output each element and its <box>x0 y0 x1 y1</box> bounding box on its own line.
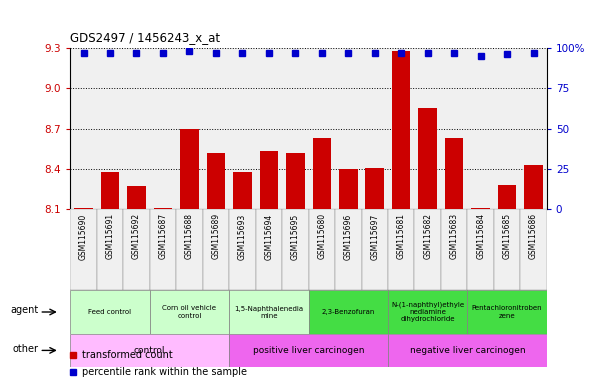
Bar <box>313 138 331 209</box>
Bar <box>524 165 543 209</box>
Text: 1,5-Naphthalenedia
mine: 1,5-Naphthalenedia mine <box>234 306 304 318</box>
Bar <box>70 290 150 334</box>
Bar <box>498 185 516 209</box>
Bar <box>472 208 490 209</box>
Text: GSM115681: GSM115681 <box>397 214 406 259</box>
Text: control: control <box>134 346 166 355</box>
Bar <box>414 209 441 290</box>
Bar <box>521 209 547 290</box>
Text: Pentachloronitroben
zene: Pentachloronitroben zene <box>472 306 543 318</box>
Text: GSM115689: GSM115689 <box>211 214 221 260</box>
Text: GSM115695: GSM115695 <box>291 214 300 260</box>
Text: transformed count: transformed count <box>82 350 173 360</box>
Bar <box>150 209 176 290</box>
Bar <box>154 208 172 209</box>
Bar <box>335 209 362 290</box>
Bar <box>392 51 411 209</box>
Text: GSM115686: GSM115686 <box>529 214 538 260</box>
Bar <box>123 209 150 290</box>
Bar <box>388 209 414 290</box>
Text: GSM115683: GSM115683 <box>450 214 459 260</box>
Text: GSM115690: GSM115690 <box>79 214 88 260</box>
Text: GSM115685: GSM115685 <box>503 214 511 260</box>
Text: agent: agent <box>10 305 38 315</box>
Bar <box>339 169 357 209</box>
Bar <box>445 138 463 209</box>
Bar <box>388 334 547 367</box>
Text: GSM115682: GSM115682 <box>423 214 432 259</box>
Text: percentile rank within the sample: percentile rank within the sample <box>82 366 247 377</box>
Text: other: other <box>13 344 38 354</box>
Text: GSM115684: GSM115684 <box>476 214 485 260</box>
Text: GSM115693: GSM115693 <box>238 214 247 260</box>
Text: GSM115688: GSM115688 <box>185 214 194 259</box>
Text: GSM115694: GSM115694 <box>265 214 273 260</box>
Bar <box>229 290 309 334</box>
Bar <box>362 209 388 290</box>
Text: GSM115687: GSM115687 <box>158 214 167 260</box>
Bar <box>176 209 203 290</box>
Bar <box>229 209 255 290</box>
Bar <box>207 153 225 209</box>
Bar <box>494 209 521 290</box>
Bar <box>467 209 494 290</box>
Bar <box>97 209 123 290</box>
Text: positive liver carcinogen: positive liver carcinogen <box>253 346 364 355</box>
Bar <box>309 209 335 290</box>
Bar <box>419 109 437 209</box>
Text: Corn oil vehicle
control: Corn oil vehicle control <box>163 306 216 318</box>
Bar <box>70 209 97 290</box>
Bar <box>180 129 199 209</box>
Text: Feed control: Feed control <box>89 309 131 315</box>
Text: GDS2497 / 1456243_x_at: GDS2497 / 1456243_x_at <box>70 31 221 44</box>
Text: 2,3-Benzofuran: 2,3-Benzofuran <box>321 309 375 315</box>
Bar <box>365 167 384 209</box>
Bar <box>127 187 145 209</box>
Bar <box>388 290 467 334</box>
Bar <box>101 172 119 209</box>
Bar <box>70 334 229 367</box>
Bar <box>260 152 278 209</box>
Bar <box>282 209 309 290</box>
Text: GSM115692: GSM115692 <box>132 214 141 260</box>
Text: GSM115680: GSM115680 <box>317 214 326 260</box>
Text: GSM115691: GSM115691 <box>106 214 114 260</box>
Text: GSM115696: GSM115696 <box>344 214 353 260</box>
Bar <box>233 172 252 209</box>
Bar <box>255 209 282 290</box>
Text: N-(1-naphthyl)ethyle
nediamine
dihydrochloride: N-(1-naphthyl)ethyle nediamine dihydroch… <box>391 302 464 322</box>
Bar <box>286 153 305 209</box>
Text: negative liver carcinogen: negative liver carcinogen <box>409 346 525 355</box>
Bar <box>441 209 467 290</box>
Bar <box>467 290 547 334</box>
Bar <box>229 334 388 367</box>
Text: GSM115697: GSM115697 <box>370 214 379 260</box>
Bar <box>309 290 388 334</box>
Bar <box>203 209 229 290</box>
Bar <box>75 208 93 209</box>
Bar <box>150 290 229 334</box>
